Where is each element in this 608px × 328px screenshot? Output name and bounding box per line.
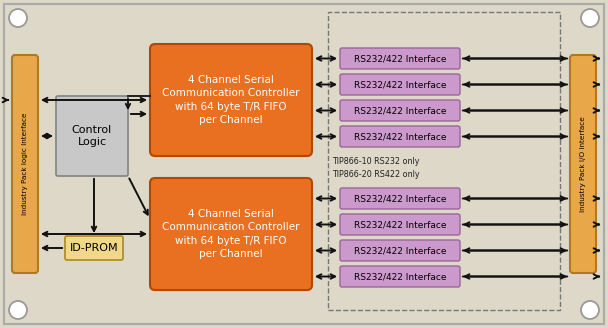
FancyBboxPatch shape (340, 240, 460, 261)
Circle shape (9, 9, 27, 27)
FancyBboxPatch shape (340, 100, 460, 121)
FancyBboxPatch shape (570, 55, 596, 273)
FancyBboxPatch shape (340, 48, 460, 69)
FancyBboxPatch shape (340, 266, 460, 287)
Circle shape (9, 301, 27, 319)
Text: 4 Channel Serial
Communication Controller
with 64 byte T/R FIFO
per Channel: 4 Channel Serial Communication Controlle… (162, 209, 300, 259)
Circle shape (581, 9, 599, 27)
Circle shape (581, 301, 599, 319)
Text: Industry Pack logic Interface: Industry Pack logic Interface (22, 113, 28, 215)
Text: ID-PROM: ID-PROM (70, 243, 119, 253)
FancyBboxPatch shape (12, 55, 38, 273)
Text: RS232/422 Interface: RS232/422 Interface (354, 220, 446, 229)
Text: RS232/422 Interface: RS232/422 Interface (354, 194, 446, 203)
Text: RS232/422 Interface: RS232/422 Interface (354, 54, 446, 63)
FancyBboxPatch shape (340, 74, 460, 95)
Text: RS232/422 Interface: RS232/422 Interface (354, 132, 446, 141)
FancyBboxPatch shape (150, 44, 312, 156)
Text: RS232/422 Interface: RS232/422 Interface (354, 246, 446, 255)
Text: RS232/422 Interface: RS232/422 Interface (354, 80, 446, 89)
Text: RS232/422 Interface: RS232/422 Interface (354, 106, 446, 115)
FancyBboxPatch shape (56, 96, 128, 176)
FancyBboxPatch shape (340, 214, 460, 235)
FancyBboxPatch shape (65, 236, 123, 260)
FancyBboxPatch shape (340, 188, 460, 209)
Text: RS232/422 Interface: RS232/422 Interface (354, 272, 446, 281)
Text: Industry Pack I/O Interface: Industry Pack I/O Interface (580, 116, 586, 212)
Text: TIP866-10 RS232 only
TIP866-20 RS422 only: TIP866-10 RS232 only TIP866-20 RS422 onl… (332, 157, 420, 179)
Bar (328, 12, 560, 310)
FancyBboxPatch shape (340, 126, 460, 147)
Text: Control
Logic: Control Logic (72, 125, 112, 147)
Text: 4 Channel Serial
Communication Controller
with 64 byte T/R FIFO
per Channel: 4 Channel Serial Communication Controlle… (162, 75, 300, 125)
FancyBboxPatch shape (150, 178, 312, 290)
